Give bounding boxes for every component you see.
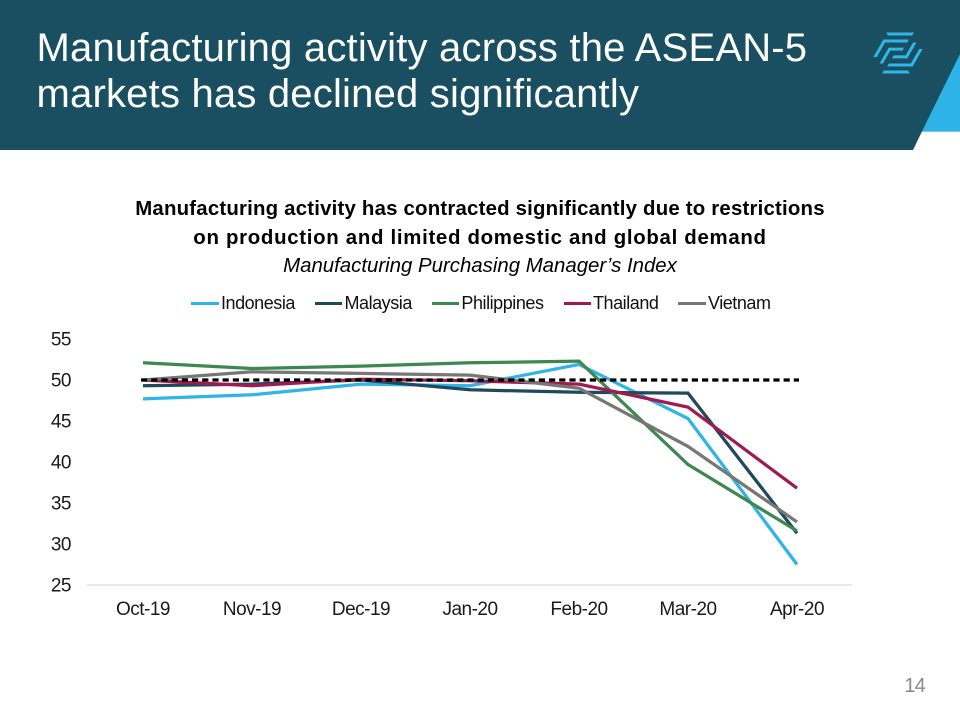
svg-text:Apr-20: Apr-20 [770,599,824,620]
svg-text:30: 30 [51,535,71,556]
svg-text:45: 45 [51,412,71,433]
svg-text:Feb-20: Feb-20 [550,599,607,620]
svg-text:50: 50 [51,371,71,392]
svg-text:25: 25 [51,576,71,597]
svg-text:40: 40 [51,453,71,474]
svg-text:Oct-19: Oct-19 [116,599,170,620]
svg-text:Jan-20: Jan-20 [442,599,497,620]
svg-text:Dec-19: Dec-19 [332,599,390,620]
svg-text:35: 35 [51,494,71,515]
svg-text:Mar-20: Mar-20 [659,599,716,620]
svg-text:55: 55 [51,330,71,351]
svg-text:Nov-19: Nov-19 [223,599,281,620]
